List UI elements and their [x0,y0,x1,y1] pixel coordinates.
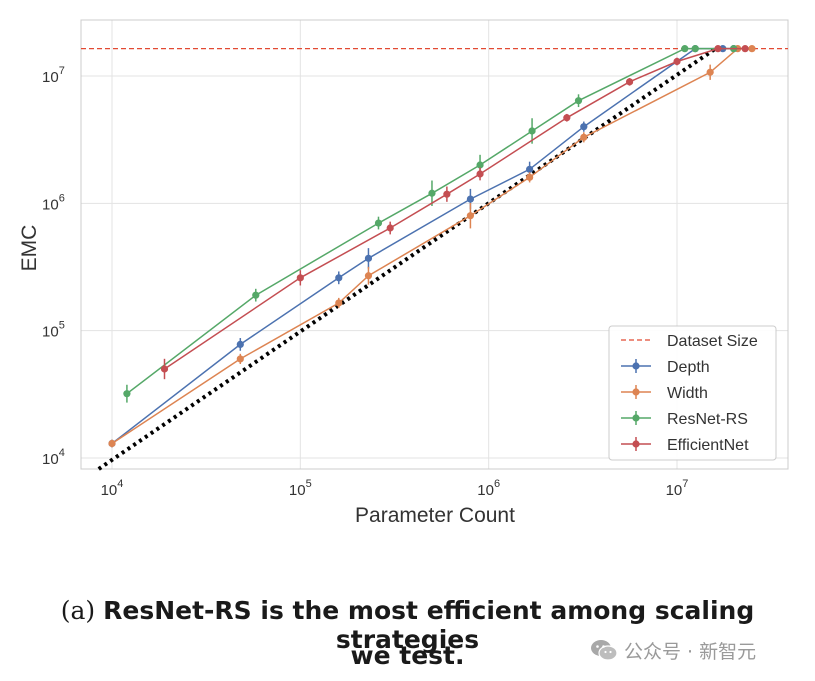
y-tick-labels: 104 105 106 107 [42,65,65,468]
data-point-resnet-rs [574,97,583,105]
y-tick-label: 106 [42,192,65,213]
lower-bound-line [97,46,717,471]
data-point-efficientnet [386,224,394,232]
data-point-width [466,212,475,220]
data-point-efficientnet [741,45,749,53]
legend-box [608,325,777,461]
data-point-resnet-rs [252,291,260,299]
series-width [108,45,756,448]
series-line-efficientnet [164,47,746,370]
data-point-efficientnet [443,190,451,198]
x-axis-label: Parameter Count [355,504,515,527]
x-tick-labels: 104 105 106 107 [101,478,689,499]
legend-marker-depth [632,362,640,370]
data-point-resnet-rs [123,390,131,398]
x-tick-exponent: 5 [306,478,312,490]
legend-label-dataset-size: Dataset Size [667,333,758,350]
data-point-depth [335,274,343,282]
watermark-text: 公众号 · 新智元 [624,640,757,663]
plot-layer [81,45,788,471]
data-point-width [580,133,588,141]
x-tick-label: 106 [477,478,500,499]
data-point-depth [364,254,373,262]
legend-marker-width [632,388,640,396]
figure-caption-line2: we test. [0,641,815,670]
x-tick-exponent: 4 [117,478,123,490]
caption-text-line1: ResNet-RS is the most efficient among sc… [103,596,755,654]
data-point-width [748,45,756,53]
y-tick-exponent: 6 [59,192,65,204]
data-point-efficientnet [476,170,484,178]
data-point-efficientnet [563,114,571,122]
data-point-efficientnet [296,274,304,282]
legend-item-depth: Depth [621,359,710,376]
data-point-depth [466,195,475,203]
data-point-width [706,68,714,76]
x-tick-label: 105 [289,478,312,499]
legend-item-resnet-rs: ResNet-RS [621,411,748,428]
data-point-resnet-rs [428,189,436,197]
legend-label-resnet-rs: ResNet-RS [667,411,748,428]
y-axis-label: EMC [18,225,41,272]
y-tick-label: 105 [42,320,65,341]
y-tick-exponent: 7 [59,65,65,77]
series-efficientnet [160,45,749,380]
data-point-resnet-rs [476,161,484,169]
data-point-resnet-rs [374,219,383,227]
chart: 104 105 106 107 104 105 106 107 Parameter Coun… [18,19,789,527]
legend-label-efficientnet: EfficientNet [667,437,749,454]
data-point-depth [236,340,244,349]
legend: Dataset Size Depth Width ResNet-RS Efficient… [608,325,777,461]
y-tick-exponent: 4 [59,447,65,459]
caption-label: (a) [60,596,96,625]
data-point-width [108,439,116,448]
legend-marker-efficientnet [632,440,640,448]
legend-item-dataset-size: Dataset Size [621,333,758,350]
x-tick-label: 107 [666,478,689,499]
legend-marker-resnet-rs [632,414,640,422]
series-line-resnet-rs [126,47,734,395]
plot-frame [80,19,789,470]
data-point-efficientnet [160,365,169,373]
data-point-resnet-rs [681,45,689,53]
x-tick-label: 104 [101,478,124,499]
data-point-efficientnet [625,78,634,86]
data-point-depth [526,165,534,173]
figure-caption: (a) ResNet-RS is the most efficient amon… [0,596,815,654]
data-point-width [364,272,373,280]
data-point-width [526,173,534,181]
y-tick-label: 107 [42,65,65,86]
x-tick-exponent: 7 [682,478,688,490]
legend-item-width: Width [621,385,708,402]
caption-text-line2: we test. [350,641,465,670]
data-point-efficientnet [714,45,722,53]
x-tick-exponent: 6 [494,478,500,490]
data-point-resnet-rs [528,127,536,135]
legend-label-width: Width [667,385,708,402]
y-tick-label: 104 [42,447,65,468]
data-point-width [335,299,343,307]
legend-label-depth: Depth [667,359,710,376]
legend-item-efficientnet: EfficientNet [621,437,749,454]
data-point-depth [580,123,588,131]
data-point-resnet-rs [691,45,699,53]
series-line-width [111,47,752,445]
wechat-icon [591,640,618,661]
data-point-efficientnet [673,57,681,66]
watermark: 公众号 · 新智元 [590,636,756,664]
data-point-width [236,355,244,363]
y-tick-exponent: 5 [59,320,65,332]
